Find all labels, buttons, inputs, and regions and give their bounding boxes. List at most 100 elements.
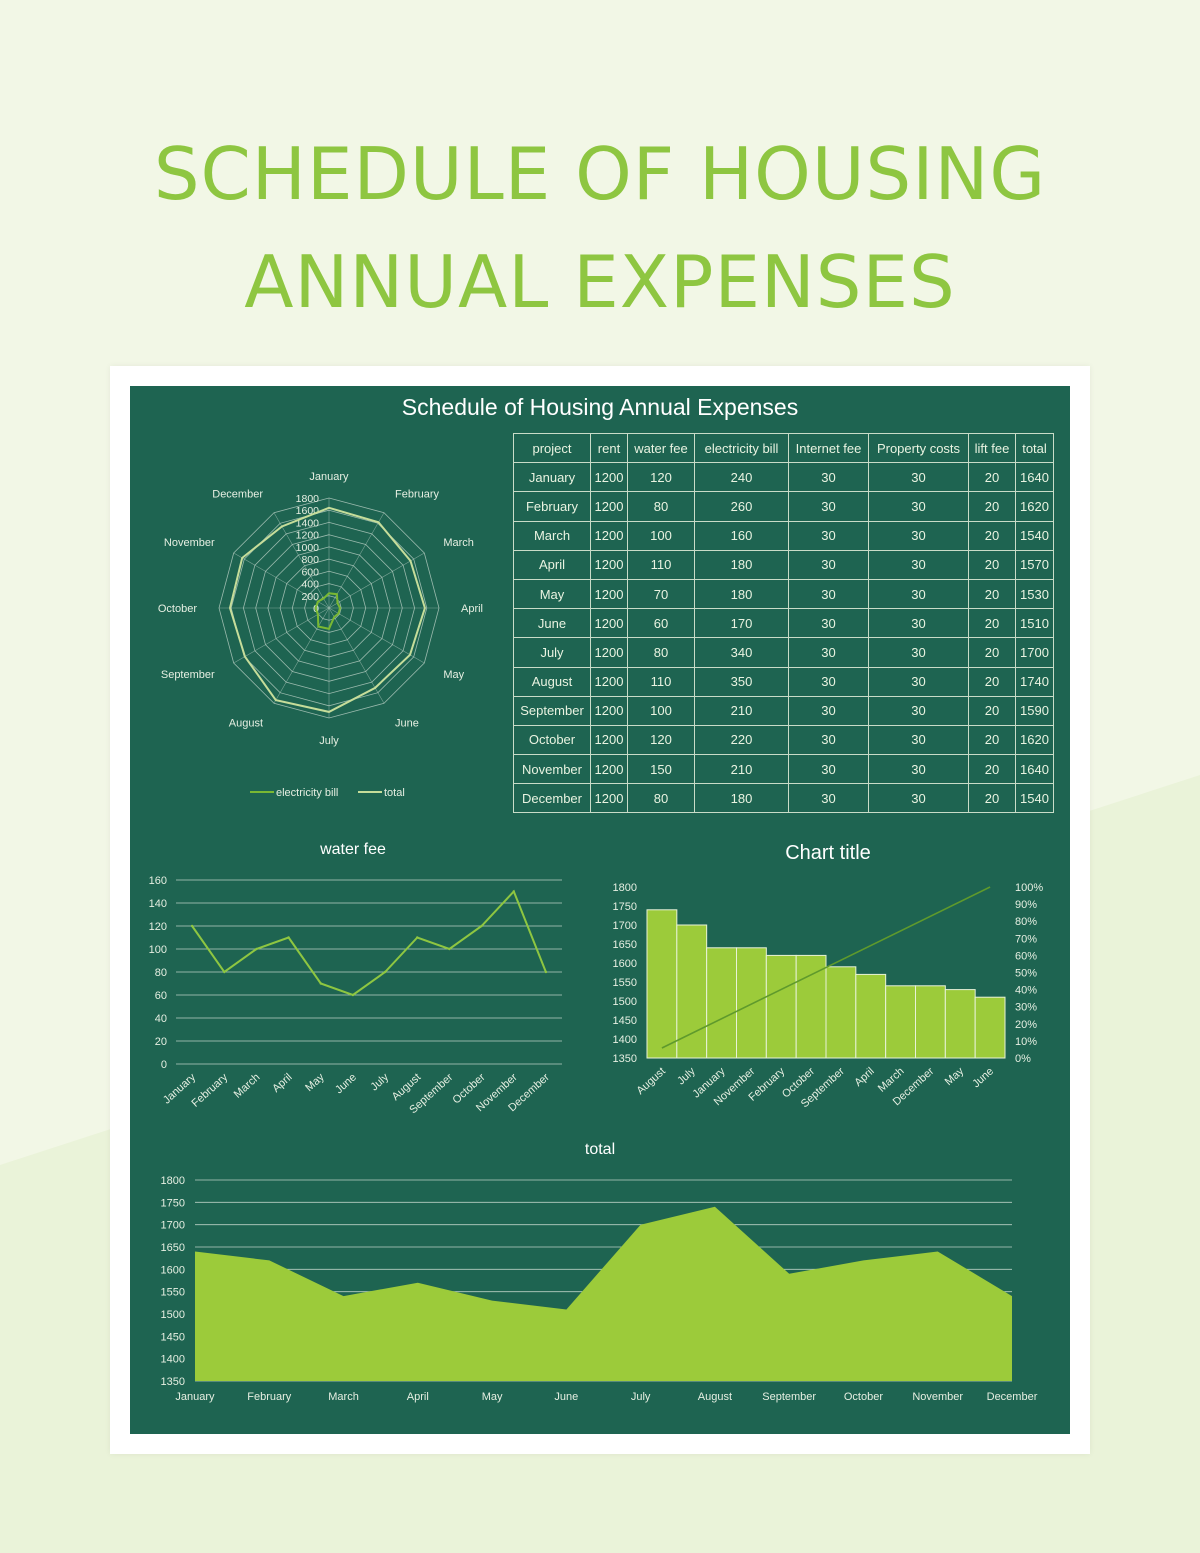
table-cell: November <box>513 754 591 785</box>
radar-category-label: December <box>212 489 263 501</box>
radar-tick-label: 200 <box>301 591 319 603</box>
bar-chart-y2-tick: 100% <box>1015 882 1043 894</box>
table-cell: 1510 <box>1015 608 1054 639</box>
total-x-label: February <box>247 1391 292 1403</box>
radar-tick-label: 800 <box>301 554 319 566</box>
table-cell: 30 <box>788 783 869 814</box>
table-row: April 1200 110 180 30 30 20 1570 <box>513 549 1054 580</box>
table-cell: 20 <box>968 462 1016 493</box>
page-title-line-1: SCHEDULE OF HOUSING <box>153 132 1047 216</box>
radar-category-label: March <box>443 537 474 549</box>
bar-chart-cumulative-line <box>661 886 991 1049</box>
bar-chart-bar <box>646 909 678 1059</box>
table-cell: January <box>513 462 591 493</box>
radar-category-label: June <box>395 717 419 729</box>
total-x-label: October <box>844 1391 883 1403</box>
radar-tick-label: 1800 <box>296 493 320 505</box>
radar-spoke <box>328 607 385 704</box>
radar-category-label: January <box>309 471 349 483</box>
water-fee-y-tick: 0 <box>161 1059 167 1071</box>
table-cell: 1740 <box>1015 666 1054 697</box>
water-fee-point <box>544 970 548 974</box>
bar-chart-x-label: July <box>675 1065 698 1087</box>
bar-chart-y-tick: 1450 <box>613 1015 637 1027</box>
bar-chart-y2-tick: 50% <box>1015 968 1037 980</box>
table-header-cell: project <box>513 432 591 464</box>
table-cell: 30 <box>788 549 869 580</box>
table-cell: 1200 <box>590 783 628 814</box>
radar-category-label: November <box>164 537 215 549</box>
radar-spoke <box>328 607 425 664</box>
radar-tick-label: 1400 <box>296 517 320 529</box>
radar-category-label: July <box>319 735 339 747</box>
total-x-label: January <box>175 1391 215 1403</box>
water-fee-point <box>512 890 515 893</box>
total-y-tick: 1350 <box>161 1376 185 1388</box>
table-cell: 100 <box>627 520 695 551</box>
radar-spoke <box>273 512 330 609</box>
total-y-tick: 1700 <box>161 1220 185 1232</box>
bar-chart-y2-tick: 80% <box>1015 916 1037 928</box>
table-cell: 1640 <box>1015 754 1054 785</box>
total-x-label: March <box>328 1391 359 1403</box>
water-fee-y-tick: 20 <box>155 1036 167 1048</box>
bar-chart-y-tick: 1650 <box>613 939 637 951</box>
water-fee-point <box>416 936 419 939</box>
water-fee-point <box>351 993 355 997</box>
table-cell: 180 <box>694 578 789 610</box>
table-cell: 80 <box>627 783 695 814</box>
total-x-label: June <box>554 1391 578 1403</box>
bar-chart-bar <box>706 947 738 1059</box>
total-chart-title: total <box>585 1141 615 1158</box>
radar-category-label: May <box>443 669 464 681</box>
total-y-tick: 1600 <box>161 1264 185 1276</box>
radar-tick-label: 1200 <box>296 530 320 542</box>
total-y-tick: 1800 <box>161 1175 185 1187</box>
bar-chart-x-label: May <box>943 1065 967 1088</box>
table-cell: 30 <box>788 608 869 639</box>
water-fee-y-tick: 80 <box>155 967 167 979</box>
water-fee-line <box>191 889 547 997</box>
water-fee-point <box>448 947 451 951</box>
table-row: October 1200 120 220 30 30 20 1620 <box>513 724 1054 756</box>
expenses-table: project rent water fee electricity bill Inte… <box>513 432 1054 814</box>
table-header-cell: total <box>1015 432 1054 464</box>
table-cell: 150 <box>627 754 695 785</box>
table-cell: 20 <box>968 783 1016 814</box>
water-fee-x-label: May <box>303 1071 327 1094</box>
table-cell: December <box>513 783 591 814</box>
bar-chart-y2-tick: 60% <box>1015 950 1037 962</box>
water-fee-point <box>287 936 290 939</box>
radar-category-label: August <box>229 717 263 729</box>
table-cell: 340 <box>694 637 789 668</box>
bar-chart-title: Chart title <box>785 842 871 864</box>
water-fee-point <box>190 924 194 928</box>
table-cell: 30 <box>788 724 869 756</box>
table-row: June 1200 60 170 30 30 20 1510 <box>513 608 1054 639</box>
table-cell: 20 <box>968 608 1016 639</box>
water-fee-point <box>255 947 258 951</box>
table-cell: 1200 <box>590 520 628 551</box>
page-title: SCHEDULE OF HOUSING ANNUAL EXPENSES <box>0 120 1200 336</box>
radar-tick-label: 400 <box>301 579 319 591</box>
table-header-cell: electricity bill <box>694 432 789 464</box>
bar-chart-x-label: June <box>970 1065 996 1090</box>
sheet-title: Schedule of Housing Annual Expenses <box>401 394 799 420</box>
water-fee-y-tick: 140 <box>149 898 167 910</box>
radar-spoke <box>233 552 330 609</box>
total-x-label: November <box>912 1391 963 1403</box>
bar-chart-y-tick: 1800 <box>613 882 637 894</box>
radar-series-0 <box>314 592 342 630</box>
water-fee-y-tick: 100 <box>149 944 167 956</box>
table-cell: 1540 <box>1015 520 1054 551</box>
table-cell: 1200 <box>590 637 628 668</box>
table-cell: 30 <box>868 578 969 610</box>
table-cell: 110 <box>627 549 695 580</box>
bar-chart-y2-tick: 20% <box>1015 1019 1037 1031</box>
bar-chart-bar <box>736 947 767 1059</box>
bar-chart-x-label: April <box>852 1065 876 1089</box>
table-cell: March <box>513 520 591 551</box>
bar-chart-y2-tick: 30% <box>1015 1002 1037 1014</box>
table-cell: 30 <box>788 462 869 493</box>
table-cell: 30 <box>788 491 869 522</box>
